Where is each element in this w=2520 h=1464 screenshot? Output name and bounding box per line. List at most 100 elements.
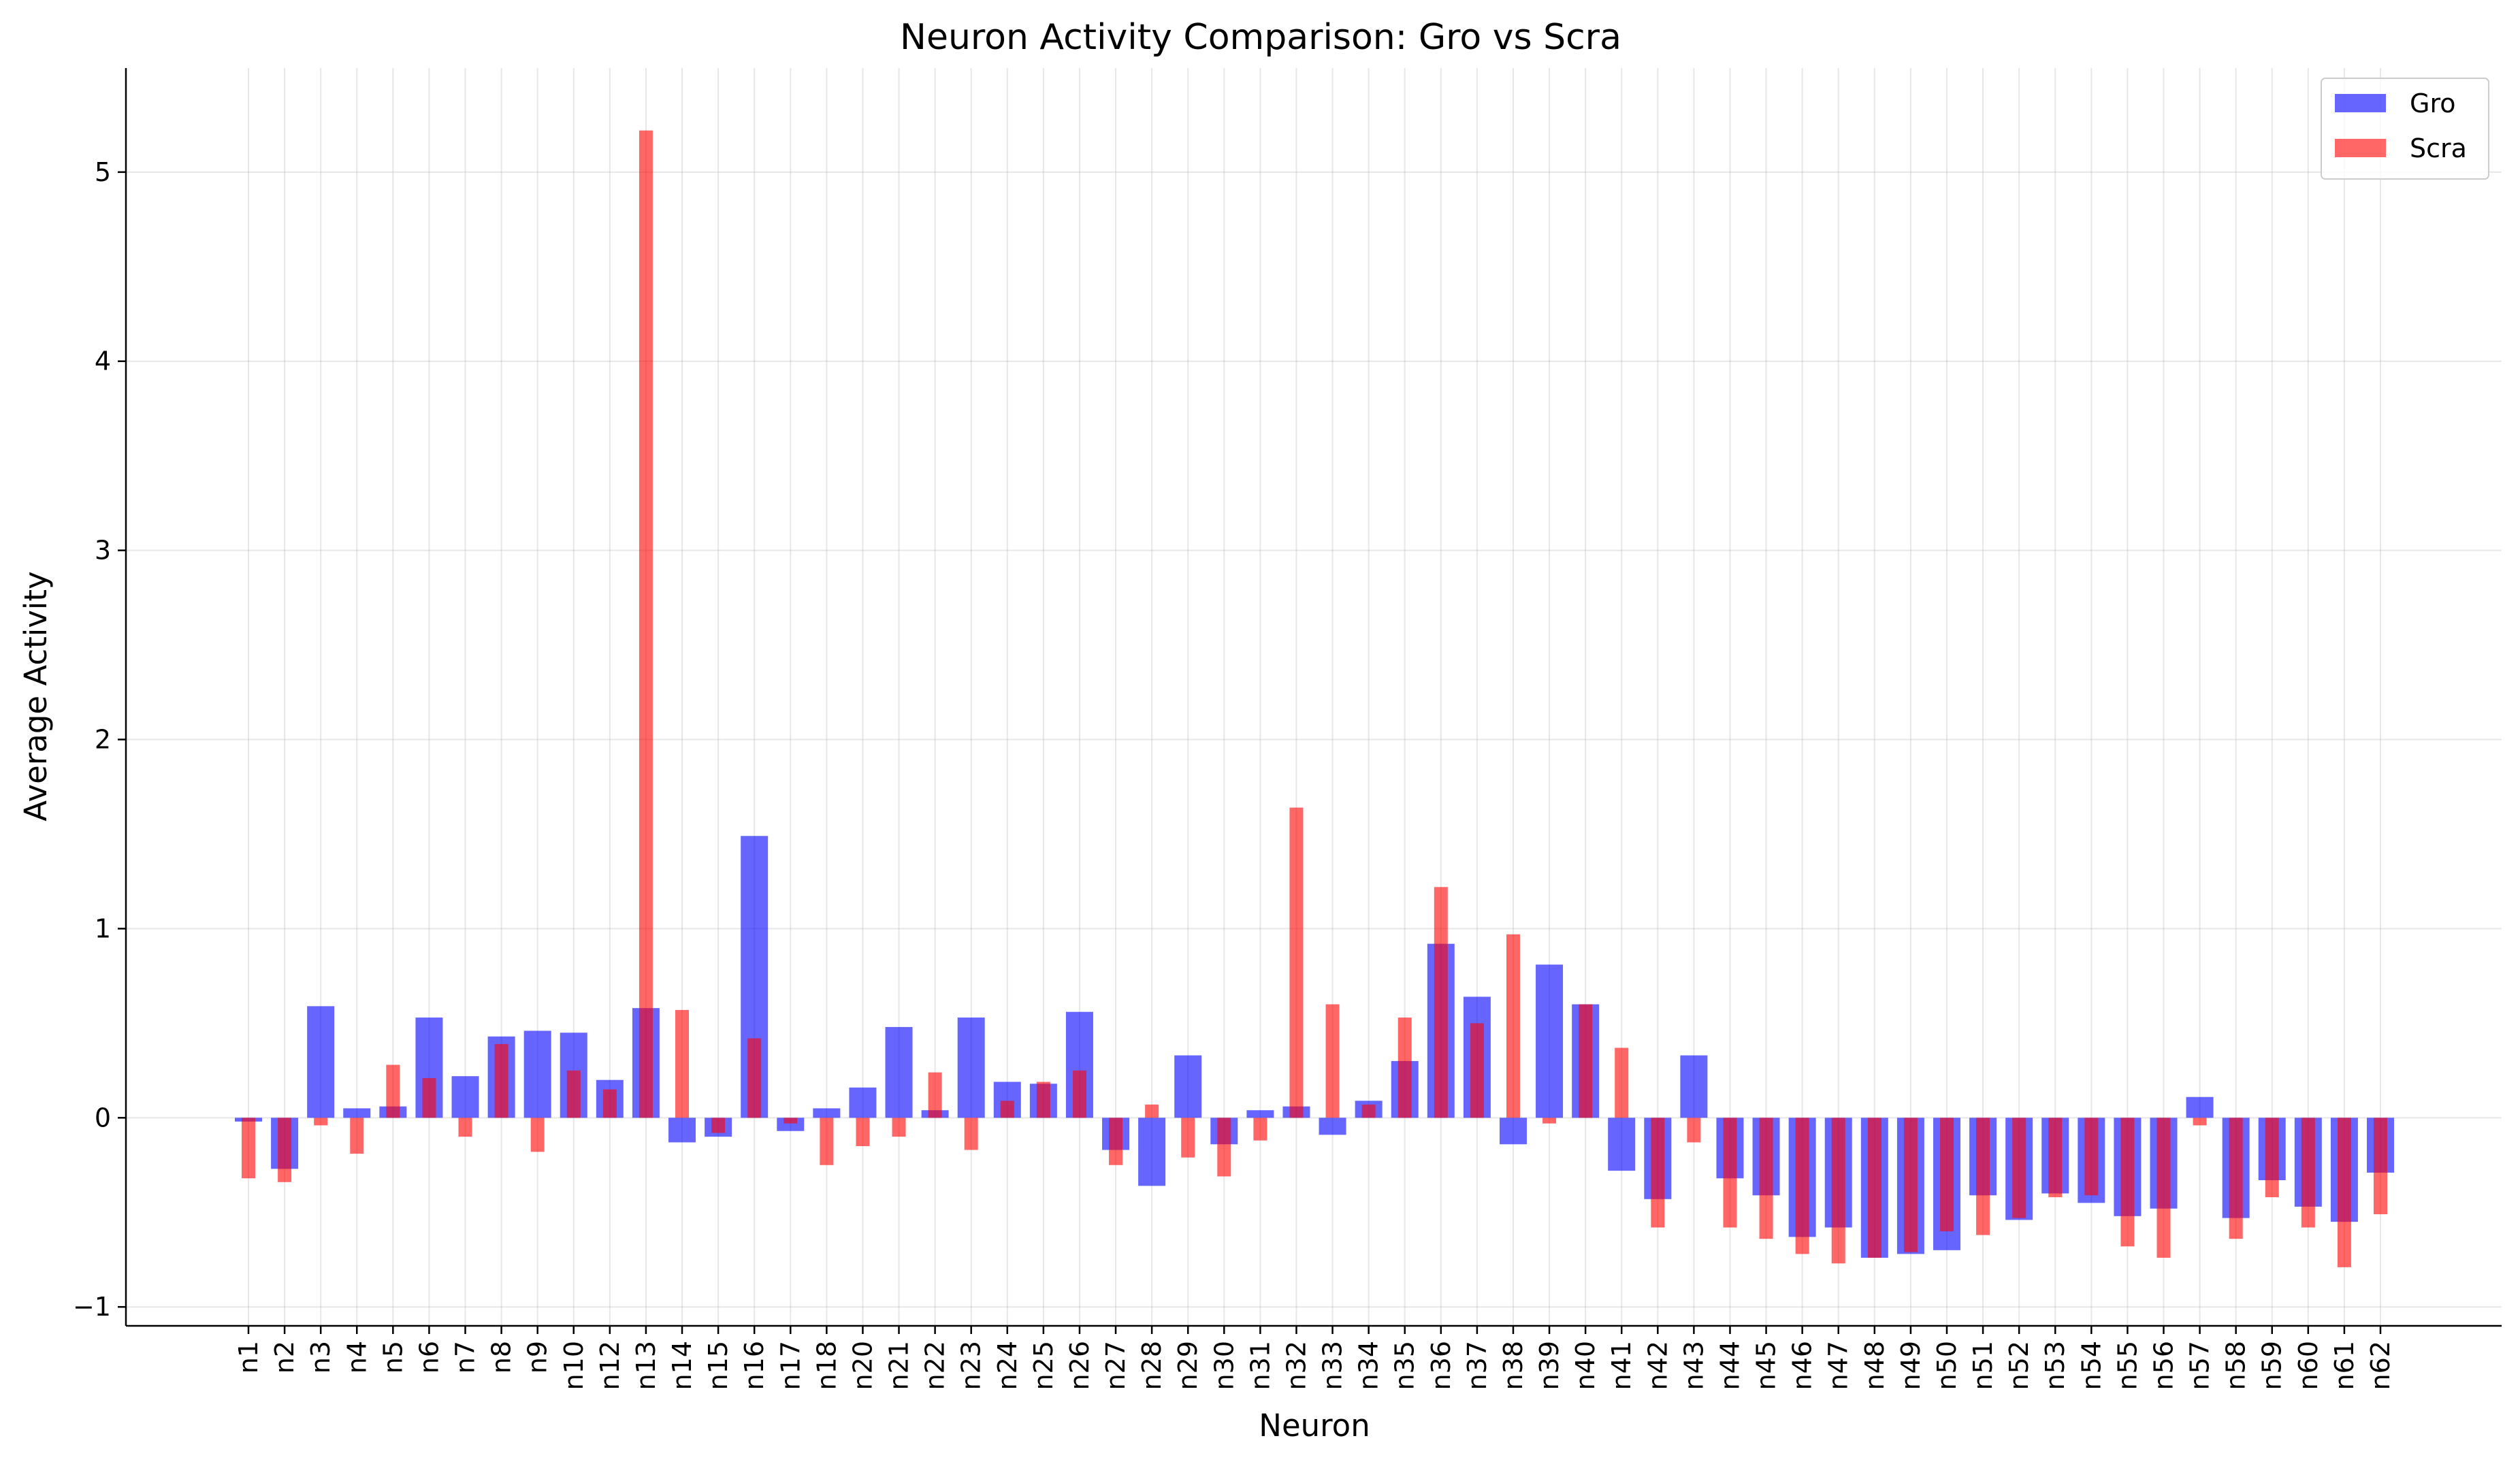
x-tick-label-n12: n12 <box>595 1341 625 1390</box>
x-tick-label-n14: n14 <box>667 1341 697 1390</box>
x-tick-label-n59: n59 <box>2257 1341 2287 1390</box>
x-tick-label-n2: n2 <box>270 1341 300 1373</box>
bar-scra-n9 <box>530 1118 545 1152</box>
x-tick-label-n8: n8 <box>487 1341 517 1373</box>
bar-scra-n27 <box>1109 1118 1123 1165</box>
x-tick-label-n18: n18 <box>811 1341 841 1390</box>
series-gro-bars <box>235 836 2394 1258</box>
bar-scra-n25 <box>1036 1081 1050 1118</box>
y-axis-ticks: −1 0 1 2 3 4 5 <box>73 157 126 1322</box>
bar-scra-n58 <box>2229 1118 2243 1239</box>
legend: Gro Scra <box>2321 78 2489 180</box>
legend-box <box>2321 78 2489 180</box>
bar-scra-n38 <box>1506 934 1520 1118</box>
bar-gro-n7 <box>451 1076 479 1118</box>
bar-scra-n57 <box>2193 1118 2207 1126</box>
bar-gro-n14 <box>668 1118 696 1143</box>
bar-scra-n40 <box>1579 1004 1593 1118</box>
x-tick-label-n28: n28 <box>1137 1341 1167 1390</box>
x-tick-label-n26: n26 <box>1065 1341 1095 1390</box>
x-axis-ticks: n1 n2 n3 n4 n5 n6 n7 n8 n9 n10 n12 n13 n14 n15 n16 n17 n… <box>233 1326 2395 1390</box>
series-scra-bars <box>242 130 2387 1267</box>
x-tick-label-n62: n62 <box>2365 1341 2395 1390</box>
bar-scra-n18 <box>820 1118 834 1165</box>
bar-scra-n16 <box>747 1038 762 1118</box>
bar-gro-n20 <box>849 1087 877 1118</box>
legend-label-gro: Gro <box>2410 88 2455 118</box>
bar-scra-n7 <box>458 1118 472 1137</box>
x-tick-label-n21: n21 <box>884 1341 914 1390</box>
bar-scra-n31 <box>1253 1118 1267 1141</box>
x-tick-label-n54: n54 <box>2076 1341 2106 1390</box>
x-tick-label-n10: n10 <box>559 1341 589 1390</box>
x-tick-label-n40: n40 <box>1570 1341 1600 1390</box>
bar-scra-n33 <box>1325 1004 1340 1118</box>
x-tick-label-n39: n39 <box>1534 1341 1564 1390</box>
bar-scra-n24 <box>1000 1101 1014 1118</box>
bar-scra-n62 <box>2374 1118 2387 1215</box>
bar-scra-n29 <box>1181 1118 1195 1158</box>
x-tick-label-n20: n20 <box>847 1341 877 1390</box>
y-tick-label-6: 5 <box>95 157 111 187</box>
x-tick-label-n37: n37 <box>1462 1341 1492 1390</box>
bar-scra-n59 <box>2265 1118 2279 1198</box>
bar-scra-n46 <box>1795 1118 1809 1254</box>
y-tick-label-3: 2 <box>95 725 111 755</box>
bar-scra-n50 <box>1939 1118 1954 1232</box>
x-tick-label-n53: n53 <box>2040 1341 2070 1390</box>
bar-scra-n34 <box>1361 1104 1376 1118</box>
x-tick-label-n46: n46 <box>1788 1341 1818 1390</box>
bar-scra-n14 <box>675 1009 690 1118</box>
x-tick-label-n17: n17 <box>775 1341 805 1390</box>
x-tick-label-n61: n61 <box>2329 1341 2359 1390</box>
bar-gro-n31 <box>1246 1110 1274 1118</box>
axes <box>125 68 2502 1327</box>
x-tick-label-n57: n57 <box>2185 1341 2215 1390</box>
x-tick-label-n34: n34 <box>1354 1341 1384 1390</box>
x-tick-label-n9: n9 <box>523 1341 553 1373</box>
bar-scra-n13 <box>639 130 653 1118</box>
x-tick-label-n56: n56 <box>2148 1341 2178 1390</box>
x-tick-label-n45: n45 <box>1751 1341 1781 1390</box>
x-tick-label-n3: n3 <box>306 1341 336 1373</box>
x-tick-label-n23: n23 <box>956 1341 986 1390</box>
bar-gro-n43 <box>1680 1055 1708 1118</box>
x-tick-label-n47: n47 <box>1824 1341 1854 1390</box>
x-tick-label-n36: n36 <box>1426 1341 1456 1390</box>
bar-scra-n56 <box>2156 1118 2171 1258</box>
bar-scra-n17 <box>784 1118 798 1124</box>
x-tick-label-n44: n44 <box>1715 1341 1745 1390</box>
y-tick-label-5: 4 <box>95 346 111 376</box>
bar-scra-n15 <box>711 1118 726 1133</box>
y-tick-label-1: 0 <box>95 1103 111 1133</box>
x-tick-label-n41: n41 <box>1606 1341 1636 1390</box>
legend-swatch-scra <box>2335 139 2386 157</box>
y-tick-label-4: 3 <box>95 536 111 566</box>
bar-scra-n5 <box>386 1064 400 1118</box>
bar-scra-n6 <box>422 1077 436 1118</box>
bar-gro-n39 <box>1536 964 1564 1118</box>
x-tick-label-n30: n30 <box>1209 1341 1239 1390</box>
bar-scra-n60 <box>2301 1118 2315 1228</box>
x-tick-label-n24: n24 <box>992 1341 1022 1390</box>
bar-scra-n52 <box>2012 1118 2026 1218</box>
bar-scra-n8 <box>494 1043 508 1118</box>
bar-scra-n53 <box>2048 1118 2063 1198</box>
bar-scra-n10 <box>566 1070 581 1118</box>
x-tick-label-n22: n22 <box>920 1341 950 1390</box>
bar-gro-n57 <box>2186 1096 2214 1118</box>
grid-lines <box>126 68 2502 1326</box>
bar-scra-n1 <box>242 1118 255 1179</box>
x-tick-label-n60: n60 <box>2293 1341 2323 1390</box>
x-tick-label-n49: n49 <box>1896 1341 1926 1390</box>
x-tick-label-n58: n58 <box>2221 1341 2251 1390</box>
bar-scra-n26 <box>1072 1070 1086 1118</box>
x-tick-label-n1: n1 <box>233 1341 263 1373</box>
bar-gro-n21 <box>885 1026 913 1118</box>
bar-gro-n18 <box>813 1108 841 1118</box>
x-tick-label-n33: n33 <box>1318 1341 1348 1390</box>
y-axis-label: Average Activity <box>18 571 54 821</box>
legend-swatch-gro <box>2335 94 2386 112</box>
bar-scra-n21 <box>892 1118 906 1137</box>
